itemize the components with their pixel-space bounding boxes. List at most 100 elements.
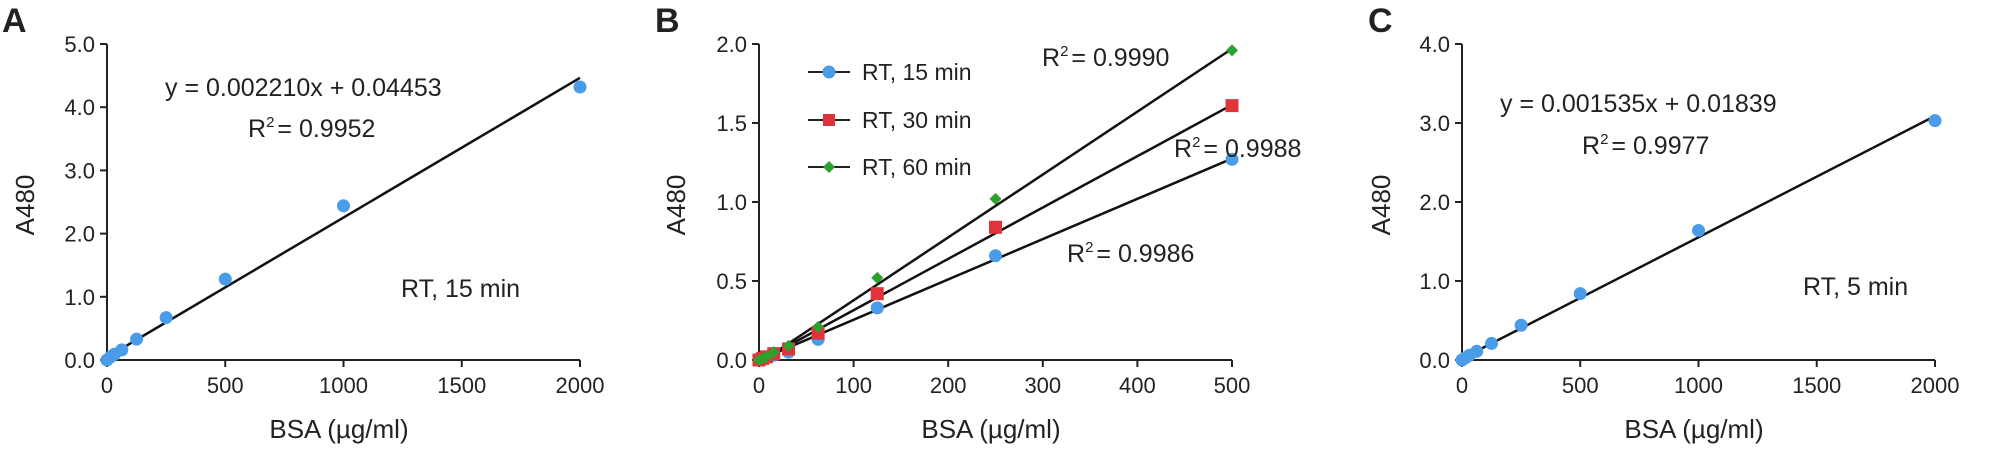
panel-c-point-0: [1514, 318, 1528, 332]
panel-b-y-tick-label: 0.5: [716, 269, 747, 294]
panel-c-equation: y = 0.001535x + 0.01839: [1500, 90, 1777, 118]
panel-b-x-tick-label: 100: [835, 373, 872, 398]
panel-b-point-2: [989, 192, 1002, 205]
panel-b-r2-rt60-exp: 2: [1060, 43, 1068, 60]
panel-a-y-tick-label: 1.0: [64, 285, 95, 310]
legend-marker-circle: [822, 65, 836, 79]
panel-b-y-tick-label: 2.0: [716, 32, 747, 57]
legend-entry-rt60: RT, 60 min: [808, 154, 972, 180]
legend-marker-square: [823, 114, 835, 126]
panel-a-x-tick-label: 2000: [556, 373, 605, 398]
legend-label-rt30: RT, 30 min: [862, 107, 972, 133]
panel-b-marks: 0 100 200 300 400 500 0.0 0.5 1.0 1.5 2.0: [716, 32, 1250, 398]
panel-b-point-1: [1225, 99, 1239, 113]
panel-b-y-tick-label: 1.0: [716, 190, 747, 215]
panel-b-point-0: [989, 249, 1002, 263]
panel-b-point-0: [870, 301, 884, 315]
panel-c-x-tick-label: 1500: [1792, 373, 1841, 398]
panel-c: C 0 500 1000 1500 2000 0.0 1.0 2.0 3.0 4.0 BSA (µ…: [1366, 2, 1959, 444]
panel-c-r2-exp: 2: [1600, 131, 1608, 148]
panel-c-x-tick-label: 0: [1456, 373, 1468, 398]
panel-b-r2-rt15-prefix: R: [1067, 240, 1085, 268]
panel-b-point-2: [812, 320, 825, 333]
panel-b-legend: RT, 15 min RT, 30 min RT, 60 min: [808, 59, 972, 180]
panel-b-fit-line-2: [758, 47, 1233, 365]
panel-c-y-tick-label: 0.0: [1419, 348, 1450, 373]
panel-b: B 0 100 200 300 400 500 0.0 0.5 1.0 1.5 2.0 BSA (µ…: [655, 2, 1301, 444]
panel-b-r2-rt15: R2 = 0.9986: [1067, 239, 1194, 268]
panel-b-y-tick-label: 0.0: [716, 348, 747, 373]
panel-b-point-0: [1225, 152, 1239, 166]
panel-c-point-0: [1573, 287, 1587, 301]
panel-b-x-tick-label: 500: [1214, 373, 1251, 398]
panel-b-r2-rt15-exp: 2: [1085, 239, 1093, 256]
panel-b-point-2: [1226, 44, 1238, 57]
panel-a-r2-exp: 2: [266, 114, 274, 131]
panel-b-point-2: [760, 350, 773, 363]
panel-c-point-0: [1692, 223, 1705, 237]
panel-a-x-tick-label: 1000: [319, 373, 368, 398]
panel-a-marks: 0 500 1000 1500 2000 0.0 1.0 2.0 3.0 4.0 5.0: [64, 32, 604, 398]
panel-a-equation: y = 0.002210x + 0.04453: [165, 74, 442, 102]
panel-c-x-tick-label: 500: [1562, 373, 1599, 398]
panel-letter-c: C: [1368, 2, 1393, 40]
legend-label-rt15: RT, 15 min: [862, 59, 972, 85]
panel-b-x-tick-label: 400: [1119, 373, 1156, 398]
panel-b-x-tick-label: 200: [930, 373, 967, 398]
panel-a-x-tick-label: 0: [101, 373, 113, 398]
panel-a-y-tick-label: 0.0: [64, 348, 95, 373]
panel-b-r2-rt30-prefix: R: [1174, 135, 1192, 163]
panel-c-y-title: A480: [1366, 175, 1396, 236]
panel-a-x-tick-label: 1500: [437, 373, 486, 398]
panel-b-r2-rt15-value: = 0.9986: [1096, 240, 1194, 268]
panel-c-fit-line-0: [1461, 114, 1936, 360]
panel-b-y-tick-label: 1.5: [716, 111, 747, 136]
panel-b-point-2: [767, 346, 780, 359]
panel-c-condition: RT, 5 min: [1803, 273, 1908, 301]
panel-b-x-title: BSA (µg/ml): [921, 414, 1060, 444]
panel-c-y-tick-label: 3.0: [1419, 111, 1450, 136]
panel-a-x-tick-label: 500: [207, 373, 244, 398]
panel-b-point-2: [782, 339, 795, 352]
panel-a-point-0: [573, 80, 587, 94]
panel-c-x-tick-label: 1000: [1674, 373, 1723, 398]
panel-a-y-tick-label: 5.0: [64, 32, 95, 57]
panel-c-x-tick-label: 2000: [1911, 373, 1960, 398]
panel-a-point-0: [115, 343, 129, 357]
panel-a-point-0: [218, 272, 232, 286]
panel-a-y-tick-label: 4.0: [64, 95, 95, 120]
panel-c-r2: R2 = 0.9977: [1582, 131, 1709, 160]
panel-a-x-title: BSA (µg/ml): [269, 414, 408, 444]
legend-marker-diamond: [823, 161, 835, 173]
legend-entry-rt30: RT, 30 min: [808, 107, 972, 133]
panel-a-y-title: A480: [10, 175, 40, 236]
panel-c-r2-prefix: R: [1582, 132, 1600, 160]
panel-a-point-0: [159, 311, 173, 325]
panel-a-fit-line-0: [106, 76, 581, 359]
legend-entry-rt15: RT, 15 min: [808, 59, 972, 85]
panel-b-r2-rt30-value: = 0.9988: [1203, 135, 1301, 163]
panel-c-marks: 0 500 1000 1500 2000 0.0 1.0 2.0 3.0 4.0: [1419, 32, 1959, 398]
panel-b-r2-rt60-prefix: R: [1042, 44, 1060, 72]
panel-b-y-title: A480: [661, 175, 691, 236]
panel-letter-a: A: [2, 2, 27, 40]
panel-a-condition: RT, 15 min: [401, 275, 520, 303]
panel-b-x-tick-label: 0: [753, 373, 765, 398]
panel-b-r2-rt60: R2 = 0.9990: [1042, 43, 1169, 72]
panel-a-r2: R2 = 0.9952: [248, 114, 375, 143]
panel-c-y-tick-label: 1.0: [1419, 269, 1450, 294]
panel-a-point-0: [130, 332, 144, 346]
panel-c-point-0: [1928, 114, 1942, 128]
panel-b-point-1: [811, 326, 825, 340]
panel-a: A 0 500 1000 1500 2000 0.0 1.0 2.0 3.0 4.0 5.0 BSA…: [2, 2, 604, 444]
panel-a-r2-value: = 0.9952: [277, 115, 375, 143]
panel-c-x-title: BSA (µg/ml): [1624, 414, 1763, 444]
panel-b-r2-rt60-value: = 0.9990: [1071, 44, 1169, 72]
panel-c-point-0: [1470, 344, 1484, 358]
panel-a-point-0: [337, 199, 350, 213]
panel-b-point-1: [870, 287, 884, 301]
panel-a-y-tick-label: 3.0: [64, 158, 95, 183]
panel-a-r2-prefix: R: [248, 115, 266, 143]
panel-c-r2-value: = 0.9977: [1611, 132, 1709, 160]
